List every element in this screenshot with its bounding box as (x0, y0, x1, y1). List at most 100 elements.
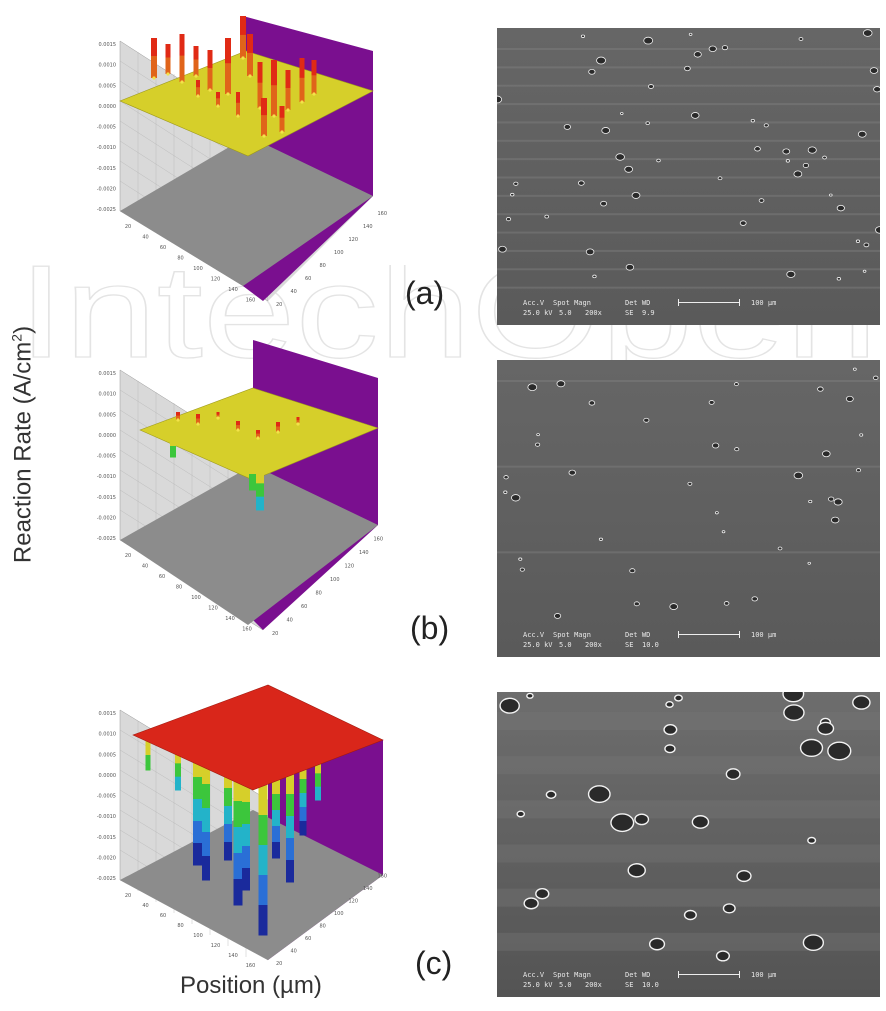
sem-pit (808, 499, 813, 504)
y-tick-label: 120 (349, 237, 359, 243)
sem-b-texture (497, 360, 880, 657)
panel-label-c: (c) (415, 945, 453, 981)
surface-peak-base (258, 106, 262, 110)
sem-pit (822, 450, 831, 458)
x-tick-label: 20 (125, 224, 131, 230)
plot-a-floor (120, 136, 373, 286)
sem-pit (523, 897, 539, 910)
z-tick-label: -0.0010 (97, 814, 116, 820)
surface-pit-band (256, 496, 264, 511)
sem-pit (610, 813, 635, 833)
sem-a-databar: Acc.V Spot Magn Det WD 100 µm 25.0 kV 5.… (497, 297, 880, 325)
plot-c-floor (120, 810, 383, 960)
surface-pit-band (315, 773, 321, 788)
sem-streak (497, 121, 880, 124)
x-tick-label: 80 (176, 585, 182, 591)
sem-pit (643, 36, 654, 45)
sem-streak (497, 268, 880, 271)
surface-pit-band (315, 786, 321, 801)
sem-pit (817, 386, 824, 392)
y-tick-label: 40 (291, 949, 297, 955)
sem-b-scale: 100 µm (751, 631, 777, 639)
sem-a-spotmagn: Spot Magn (553, 299, 591, 307)
surface-peak-top (193, 46, 199, 60)
surface-pit-band (286, 794, 294, 817)
surface-peak (296, 417, 300, 424)
sem-pit (536, 433, 540, 437)
sem-pit (739, 220, 747, 226)
surface-peak-base (152, 76, 156, 80)
sem-pit (519, 567, 525, 572)
sem-streak (497, 139, 880, 142)
sem-pit (714, 511, 719, 515)
surface-peak (285, 70, 291, 110)
z-tick-label: -0.0010 (97, 474, 116, 480)
surface-peak-base (236, 428, 240, 432)
x-tick-label: 120 (208, 606, 218, 612)
panel-label-a: (a) (405, 275, 445, 311)
sem-streak (497, 932, 880, 951)
z-tick-label: 0.0010 (99, 732, 117, 738)
sem-streak (497, 231, 880, 234)
surface-peak-base (226, 92, 230, 96)
sem-pit (862, 29, 873, 37)
sem-pit (836, 277, 842, 281)
surface-peak (279, 106, 285, 132)
y-tick-label: 80 (316, 591, 322, 597)
x-tick-label: 100 (193, 266, 203, 272)
surface-peak-base (196, 422, 200, 426)
surface-pit-band (224, 842, 232, 861)
surface-peak (236, 92, 240, 116)
x-tick-label: 120 (211, 277, 221, 283)
sem-pit (505, 217, 512, 222)
z-tick-label: -0.0025 (97, 207, 116, 213)
z-tick-label: -0.0010 (97, 145, 116, 151)
surface-pit-band (193, 777, 203, 800)
surface-peak (176, 412, 180, 420)
sem-pit (664, 744, 676, 754)
sem-a-kv: 25.0 kV (523, 309, 553, 317)
surface-peak (216, 92, 220, 106)
x-tick-label: 60 (159, 574, 165, 580)
sem-pit (592, 274, 597, 279)
x-tick-label: 160 (246, 298, 256, 304)
y-tick-label: 100 (330, 577, 340, 583)
surface-pit-band (193, 755, 203, 778)
z-tick-label: 0.0005 (99, 412, 117, 418)
y-tick-label: 20 (276, 302, 282, 306)
y-tick-label: 60 (305, 936, 311, 942)
sem-pit (872, 375, 879, 381)
surface-pit-band (202, 808, 210, 833)
surface-pit-band (258, 875, 268, 906)
sem-pit (598, 537, 603, 541)
sem-pit (510, 192, 515, 197)
z-tick-label: 0.0010 (99, 63, 117, 69)
sem-pit (785, 159, 790, 163)
sem-pit (624, 165, 633, 173)
surface-peak-base (248, 74, 252, 78)
sem-pit (807, 836, 817, 845)
surface-peak-base (276, 430, 280, 434)
sem-pit (643, 417, 650, 423)
sem-image-a: Acc.V Spot Magn Det WD 100 µm 25.0 kV 5.… (497, 28, 880, 325)
surface-pit-band (299, 765, 307, 780)
z-tick-label: 0.0015 (99, 371, 117, 377)
y-tick-label: 140 (363, 224, 373, 230)
surface-peak (193, 46, 199, 76)
sem-pit (855, 468, 862, 473)
sem-pit (665, 701, 674, 708)
surface-pit-band (202, 760, 210, 785)
surface-peak-top (207, 50, 213, 68)
sem-pit (535, 888, 550, 900)
surface-pit-band (224, 788, 232, 807)
y-tick-label: 160 (378, 874, 388, 880)
sem-pit (503, 475, 509, 480)
surface-peak-base (194, 74, 198, 78)
surface-peak (165, 44, 171, 74)
surface-pit-band (242, 824, 250, 847)
surface-peak-top (256, 430, 260, 434)
surface-pit-band (272, 842, 280, 859)
sem-pit (855, 239, 861, 243)
sem-pit (627, 863, 646, 878)
